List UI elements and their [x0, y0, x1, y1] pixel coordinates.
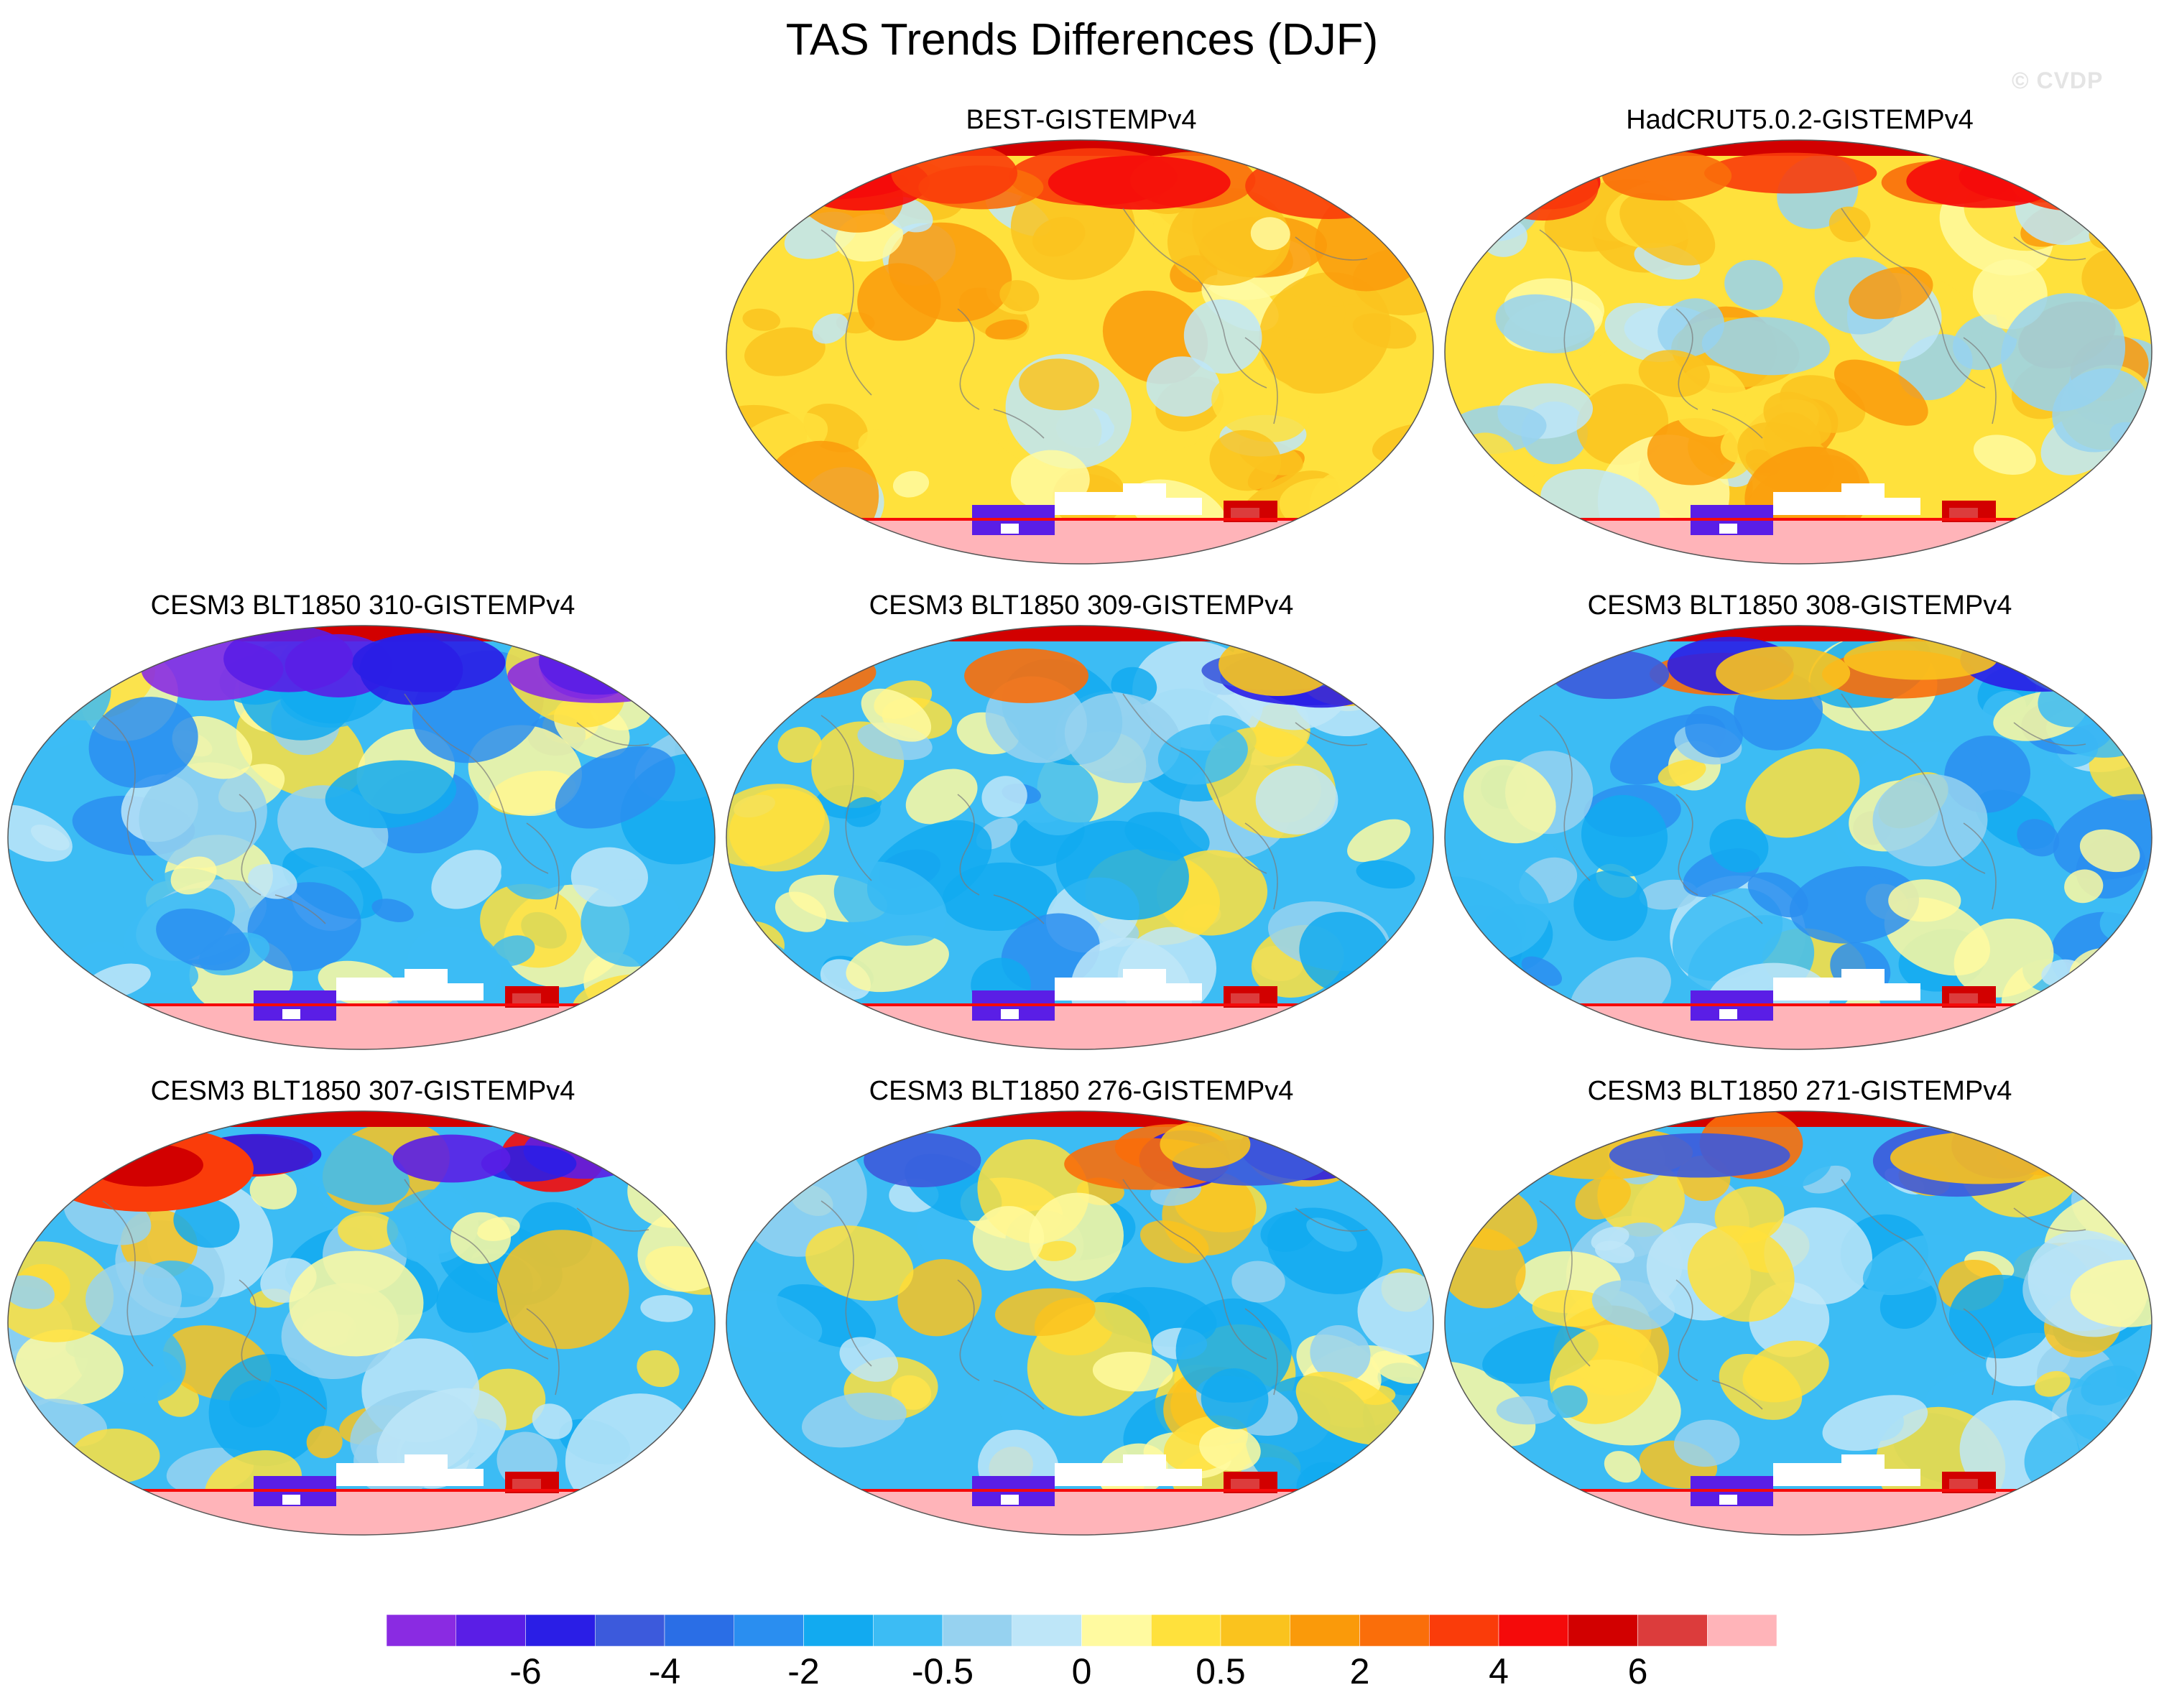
colorbar-swatch — [1498, 1614, 1568, 1647]
colorbar-swatch — [1290, 1614, 1360, 1647]
colorbar-swatch — [1359, 1614, 1430, 1647]
panel-title-best: BEST-GISTEMPv4 — [966, 105, 1197, 135]
map-outline — [7, 625, 716, 1050]
colorbar-tick-label: -4 — [648, 1651, 681, 1691]
panel-title-307: CESM3 BLT1850 307-GISTEMPv4 — [150, 1076, 575, 1106]
map-outline — [1444, 625, 2153, 1050]
map-outline — [726, 1110, 1434, 1536]
colorbar-tick-label: -6 — [509, 1651, 542, 1691]
panel-title-308: CESM3 BLT1850 308-GISTEMPv4 — [1587, 590, 2012, 621]
panel-title-271: CESM3 BLT1850 271-GISTEMPv4 — [1587, 1076, 2012, 1106]
colorbar-tick-label: 0.5 — [1196, 1651, 1246, 1691]
colorbar-swatch — [456, 1614, 526, 1647]
map-outline — [7, 1110, 716, 1536]
panel-title-276: CESM3 BLT1850 276-GISTEMPv4 — [869, 1076, 1294, 1106]
map-outline — [1444, 139, 2153, 565]
colorbar-swatch — [1637, 1614, 1708, 1647]
panel-title-hadcrut: HadCRUT5.0.2-GISTEMPv4 — [1626, 105, 1974, 135]
colorbar-tick-label: 4 — [1489, 1651, 1509, 1691]
colorbar-swatch — [1429, 1614, 1499, 1647]
colorbar-tick-label: 2 — [1349, 1651, 1370, 1691]
colorbar-swatch — [1081, 1614, 1152, 1647]
colorbar-swatch — [386, 1614, 456, 1647]
colorbar-tick-label: 0 — [1071, 1651, 1092, 1691]
colorbar-swatch — [1220, 1614, 1290, 1647]
colorbar-swatch — [803, 1614, 874, 1647]
colorbar-tick-label: 6 — [1627, 1651, 1648, 1691]
map-panel — [726, 626, 1433, 1049]
map-outline — [726, 625, 1434, 1050]
map-panel — [8, 626, 715, 1049]
figure-title: TAS Trends Differences (DJF) — [785, 15, 1379, 65]
colorbar-swatch — [942, 1614, 1012, 1647]
colorbar-swatch — [1012, 1614, 1082, 1647]
colorbar-swatch — [1151, 1614, 1221, 1647]
colorbar-swatch — [734, 1614, 804, 1647]
colorbar-swatch — [595, 1614, 665, 1647]
cvdp-watermark: © CVDP — [2012, 68, 2104, 93]
colorbar-swatch — [1707, 1614, 1777, 1647]
map-outline — [1444, 1110, 2153, 1536]
colorbar-swatch — [664, 1614, 734, 1647]
colorbar-swatch — [1568, 1614, 1638, 1647]
colorbar-swatch — [525, 1614, 596, 1647]
panel-title-310: CESM3 BLT1850 310-GISTEMPv4 — [150, 590, 575, 621]
colorbar-tick-label: -2 — [787, 1651, 820, 1691]
panel-title-309: CESM3 BLT1850 309-GISTEMPv4 — [869, 590, 1294, 621]
map-outline — [726, 139, 1434, 565]
colorbar-tick-label: -0.5 — [911, 1651, 974, 1691]
colorbar-swatch — [873, 1614, 943, 1647]
